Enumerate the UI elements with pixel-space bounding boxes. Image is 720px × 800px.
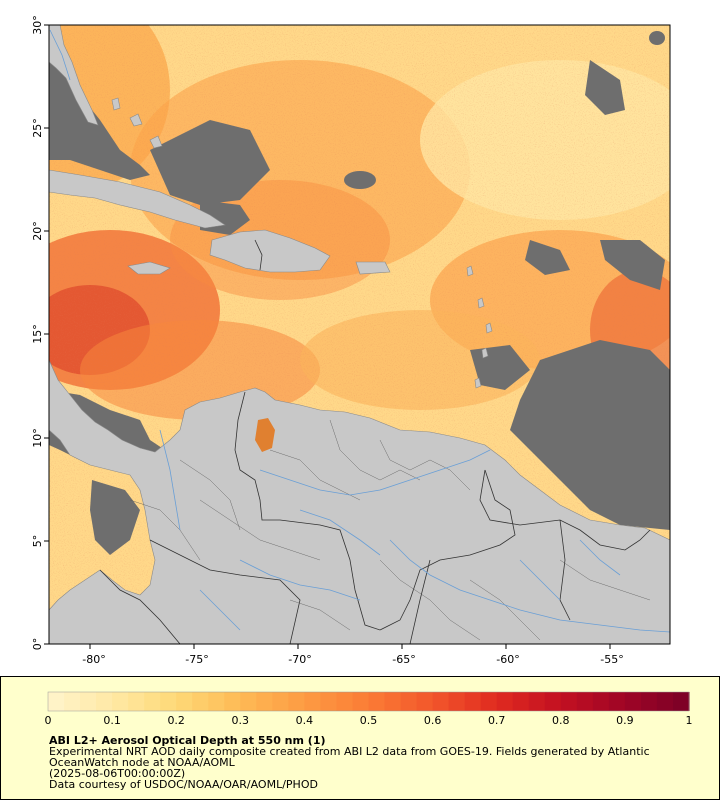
colorbar-cell — [480, 692, 498, 711]
colorbar-tick-label: 0.3 — [232, 714, 250, 727]
lat-tick-label: 0° — [31, 638, 44, 651]
lat-tick-label: 5° — [31, 535, 44, 548]
colorbar-cell — [672, 692, 690, 711]
colorbar-cell — [144, 692, 161, 711]
colorbar-tick-label: 0.1 — [103, 714, 121, 727]
colorbar-cell — [592, 692, 610, 711]
longitude-ticks — [89, 644, 611, 649]
colorbar-cell — [224, 692, 241, 711]
lat-tick-label: 25° — [31, 118, 44, 138]
colorbar-cell — [576, 692, 594, 711]
colorbar-cell — [176, 692, 193, 711]
lon-tick-label: -70° — [288, 653, 311, 666]
colorbar-cell — [512, 692, 530, 711]
data-credit: Data courtesy of USDOC/NOAA/OAR/AOML/PHO… — [49, 778, 318, 791]
colorbar-frame — [47, 691, 690, 712]
colorbar-cell — [192, 692, 209, 711]
colorbar-cell — [320, 692, 338, 711]
colorbar-cell — [256, 692, 273, 711]
lon-tick-label: -65° — [392, 653, 415, 666]
lat-tick-label: 10° — [31, 428, 44, 448]
colorbar: 0 0.1 0.2 0.3 0.4 0.5 0.6 0.7 0.8 0.9 1 — [45, 691, 693, 727]
lon-tick-label: -80° — [82, 653, 105, 666]
country-borders — [99, 239, 651, 644]
state-lines — [129, 419, 651, 641]
colorbar-cell — [368, 692, 386, 711]
colorbar-tick-label: 0 — [45, 714, 52, 727]
lon-tick-label: -75° — [185, 653, 208, 666]
aod-map: 30° 25° 20° 15° 10° 5° 0° -80° -75° -70°… — [31, 15, 671, 666]
colorbar-tick-label: 1 — [686, 714, 693, 727]
colorbar-cell — [128, 692, 145, 711]
colorbar-cell — [448, 692, 466, 711]
colorbar-cell — [464, 692, 482, 711]
product-title: ABI L2+ Aerosol Optical Depth at 550 nm … — [49, 734, 326, 747]
land-areas — [49, 25, 670, 644]
colorbar-tick-label: 0.8 — [552, 714, 570, 727]
colorbar-cell — [304, 692, 322, 711]
rivers — [49, 29, 670, 633]
colorbar-cell — [64, 692, 81, 711]
colorbar-cell — [400, 692, 418, 711]
latitude-ticks — [44, 24, 49, 645]
lat-tick-label: 15° — [31, 324, 44, 344]
colorbar-cell — [608, 692, 626, 711]
colorbar-cell — [544, 692, 562, 711]
lon-tick-label: -55° — [600, 653, 623, 666]
colorbar-cell — [560, 692, 578, 711]
colorbar-cell — [112, 692, 129, 711]
colorbar-cell — [640, 692, 658, 711]
colorbar-cell — [656, 692, 674, 711]
colorbar-cell — [240, 692, 257, 711]
colorbar-cell — [352, 692, 370, 711]
lon-tick-label: -60° — [496, 653, 519, 666]
colorbar-cell — [528, 692, 546, 711]
legend-panel: 0 0.1 0.2 0.3 0.4 0.5 0.6 0.7 0.8 0.9 1 ABI L2+ Ae… — [0, 676, 720, 800]
colorbar-cell — [96, 692, 113, 711]
colorbar-cell — [496, 692, 514, 711]
colorbar-tick-label: 0.4 — [296, 714, 314, 727]
colorbar-cell — [208, 692, 225, 711]
colorbar-tick-label: 0.9 — [616, 714, 634, 727]
colorbar-cell — [336, 692, 354, 711]
colorbar-cell — [432, 692, 450, 711]
colorbar-tick-label: 0.7 — [488, 714, 506, 727]
colorbar-cell — [624, 692, 642, 711]
colorbar-cell — [288, 692, 305, 711]
colorbar-cell — [160, 692, 177, 711]
colorbar-cell — [384, 692, 402, 711]
colorbar-cells — [48, 692, 690, 711]
colorbar-tick-labels: 0 0.1 0.2 0.3 0.4 0.5 0.6 0.7 0.8 0.9 1 — [45, 714, 693, 727]
colorbar-cell — [48, 692, 65, 711]
product-description: Experimental NRT AOD daily composite cre… — [49, 745, 654, 769]
colorbar-cell — [80, 692, 97, 711]
colorbar-tick-label: 0.2 — [167, 714, 185, 727]
product-date: (2025-08-06T00:00:00Z) — [49, 767, 186, 780]
colorbar-cell — [416, 692, 434, 711]
colorbar-cell — [272, 692, 289, 711]
lat-tick-label: 30° — [31, 15, 44, 35]
colorbar-tick-label: 0.5 — [360, 714, 378, 727]
lat-tick-label: 20° — [31, 221, 44, 241]
colorbar-tick-label: 0.6 — [424, 714, 442, 727]
